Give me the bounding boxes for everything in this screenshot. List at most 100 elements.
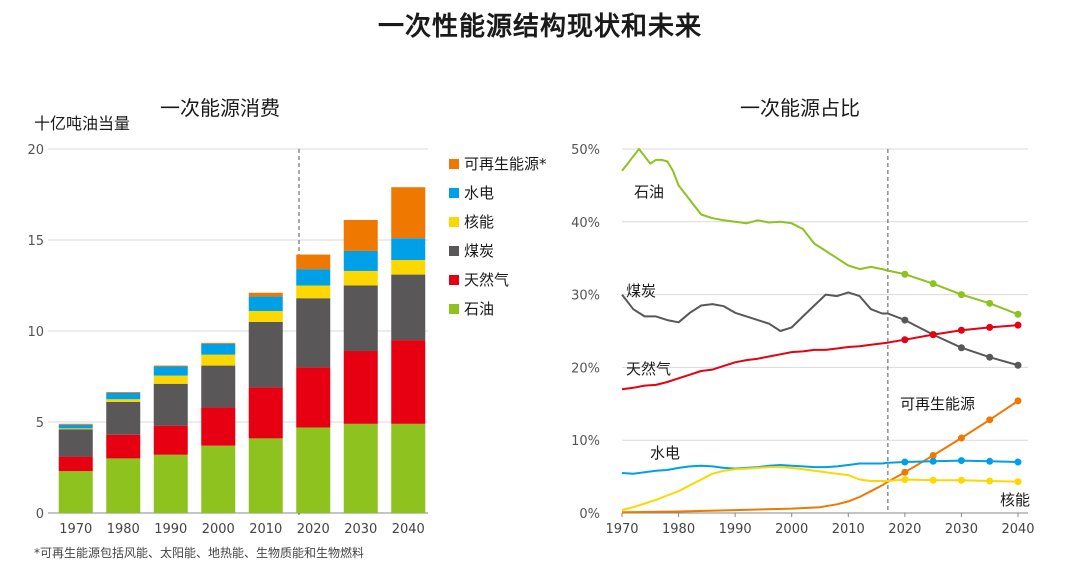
bar-segment bbox=[201, 445, 236, 513]
bar-segment bbox=[296, 427, 331, 513]
bar-segment bbox=[296, 367, 331, 428]
series-marker bbox=[901, 476, 909, 484]
series-marker bbox=[901, 468, 909, 476]
series-marker bbox=[929, 451, 937, 459]
bar-segment bbox=[343, 219, 378, 251]
series-marker bbox=[986, 457, 994, 465]
bar-segment bbox=[391, 187, 426, 239]
series-marker bbox=[986, 416, 994, 424]
series-label: 可再生能源 bbox=[900, 395, 975, 413]
series-marker bbox=[1014, 397, 1022, 405]
right-y-tick-label: 20% bbox=[571, 361, 600, 376]
series-marker bbox=[929, 476, 937, 484]
bar-segment bbox=[248, 387, 283, 439]
bar-segment bbox=[153, 375, 188, 384]
bar-segment bbox=[201, 407, 236, 446]
bar-segment bbox=[248, 438, 283, 513]
bar-segment bbox=[106, 458, 141, 513]
series-marker bbox=[957, 326, 965, 334]
bar-segment bbox=[106, 434, 141, 459]
left-y-tick-label: 20 bbox=[27, 143, 44, 158]
legend-label: 可再生能源* bbox=[464, 155, 547, 173]
series-marker bbox=[957, 434, 965, 442]
bar-segment bbox=[106, 399, 141, 402]
left-y-tick-label: 15 bbox=[27, 234, 44, 249]
series-marker bbox=[957, 476, 965, 484]
series-marker bbox=[929, 280, 937, 288]
series-marker bbox=[986, 353, 994, 361]
left-y-tick-label: 0 bbox=[36, 507, 44, 522]
bar-segment bbox=[58, 428, 93, 430]
bar-segment bbox=[153, 454, 188, 513]
right-y-tick-label: 10% bbox=[571, 434, 600, 449]
series-marker bbox=[1014, 361, 1022, 369]
bar-segment bbox=[201, 342, 236, 344]
bar-segment bbox=[106, 392, 141, 400]
series-marker bbox=[986, 477, 994, 485]
left-x-tick-label: 1990 bbox=[154, 522, 187, 537]
right-y-tick-label: 40% bbox=[571, 216, 600, 231]
right-x-tick-label: 2020 bbox=[888, 522, 921, 537]
series-line bbox=[621, 400, 1019, 514]
page-title: 一次性能源结构现状和未来 bbox=[377, 12, 702, 42]
right-x-tick-label: 2040 bbox=[1001, 522, 1034, 537]
series-line bbox=[621, 459, 1019, 475]
bar-segment bbox=[153, 425, 188, 455]
left-y-axis-unit: 十亿吨油当量 bbox=[34, 114, 131, 133]
left-x-tick-label: 2020 bbox=[297, 522, 330, 537]
bar-segment bbox=[296, 285, 331, 299]
bar-segment bbox=[153, 383, 188, 426]
series-marker bbox=[957, 457, 965, 465]
left-x-tick-label: 1970 bbox=[59, 522, 92, 537]
legend-swatch bbox=[449, 188, 459, 198]
series-marker bbox=[986, 299, 994, 307]
series-marker bbox=[957, 291, 965, 299]
right-x-tick-label: 1980 bbox=[662, 522, 695, 537]
bar-segment bbox=[296, 298, 331, 368]
left-y-tick-label: 5 bbox=[36, 416, 44, 431]
series-marker bbox=[1014, 321, 1022, 329]
legend-swatch bbox=[449, 275, 459, 285]
series-label: 核能 bbox=[1000, 491, 1030, 509]
series-marker bbox=[901, 316, 909, 324]
series-label: 煤炭 bbox=[626, 282, 656, 300]
series-label: 石油 bbox=[634, 183, 664, 201]
legend-label: 水电 bbox=[464, 184, 494, 202]
bar-segment bbox=[248, 321, 283, 388]
bar-segment bbox=[153, 365, 188, 367]
bar-segment bbox=[58, 424, 93, 429]
series-label: 天然气 bbox=[626, 360, 671, 378]
right-x-tick-label: 1970 bbox=[605, 522, 638, 537]
right-x-tick-label: 1990 bbox=[719, 522, 752, 537]
bar-segment bbox=[391, 274, 426, 341]
bar-segment bbox=[343, 423, 378, 513]
left-y-tick-label: 10 bbox=[27, 325, 44, 340]
bar-segment bbox=[248, 296, 283, 311]
bar-segment bbox=[391, 423, 426, 513]
legend-label: 石油 bbox=[464, 300, 494, 318]
bar-segment bbox=[296, 269, 331, 286]
bar-segment bbox=[153, 366, 188, 376]
bar-segment bbox=[106, 401, 141, 435]
series-marker bbox=[901, 458, 909, 466]
series-marker bbox=[1014, 310, 1022, 318]
left-chart-title: 一次能源消费 bbox=[160, 96, 280, 120]
left-x-tick-label: 2010 bbox=[249, 522, 282, 537]
series-marker bbox=[957, 344, 965, 352]
series-marker bbox=[1014, 458, 1022, 466]
series-marker bbox=[929, 457, 937, 465]
right-y-tick-label: 0% bbox=[579, 507, 600, 522]
bar-segment bbox=[248, 292, 283, 297]
legend-swatch bbox=[449, 304, 459, 314]
series-line bbox=[621, 466, 1019, 512]
right-x-tick-label: 2010 bbox=[832, 522, 865, 537]
right-x-tick-label: 2000 bbox=[775, 522, 808, 537]
legend-swatch bbox=[449, 246, 459, 256]
bar-segment bbox=[296, 254, 331, 270]
series-marker bbox=[901, 270, 909, 278]
bar-segment bbox=[343, 270, 378, 286]
bar-segment bbox=[201, 354, 236, 366]
bar-segment bbox=[343, 351, 378, 424]
bar-segment bbox=[343, 250, 378, 271]
